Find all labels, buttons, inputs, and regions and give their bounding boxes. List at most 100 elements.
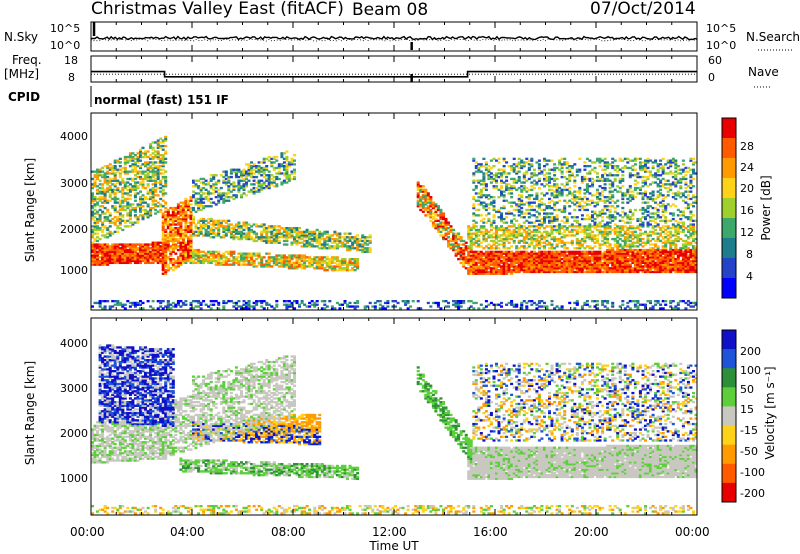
range-cell bbox=[189, 199, 193, 202]
range-cell bbox=[479, 250, 483, 254]
range-cell bbox=[580, 254, 584, 257]
range-cell bbox=[583, 168, 587, 171]
range-cell bbox=[477, 239, 481, 243]
range-cell bbox=[118, 208, 122, 212]
range-cell bbox=[495, 181, 499, 184]
range-cell bbox=[530, 185, 534, 188]
range-cell bbox=[507, 250, 511, 254]
range-cell bbox=[563, 270, 567, 274]
range-cell bbox=[517, 203, 521, 206]
range-cell bbox=[553, 201, 557, 204]
range-cell bbox=[449, 225, 453, 228]
range-cell bbox=[257, 261, 261, 265]
range-cell bbox=[98, 263, 102, 266]
range-cell bbox=[123, 192, 127, 195]
range-cell bbox=[290, 157, 294, 161]
range-cell bbox=[217, 250, 221, 254]
range-cell bbox=[136, 152, 140, 155]
range-cell bbox=[212, 185, 216, 188]
range-cell bbox=[507, 256, 511, 259]
range-cell bbox=[101, 263, 105, 266]
range-cell bbox=[106, 210, 110, 213]
range-cell bbox=[202, 258, 206, 261]
range-cell bbox=[575, 252, 579, 255]
range-cell bbox=[156, 168, 160, 171]
range-cell bbox=[116, 247, 120, 250]
range-cell bbox=[606, 270, 610, 274]
range-cell bbox=[560, 263, 564, 266]
range-cell bbox=[601, 261, 605, 265]
range-cell bbox=[512, 228, 516, 232]
range-cell bbox=[492, 157, 496, 161]
range-cell bbox=[146, 161, 150, 164]
range-cell bbox=[174, 232, 178, 235]
range-cell bbox=[537, 265, 541, 268]
range-cell bbox=[121, 303, 125, 306]
range-cell bbox=[580, 239, 584, 243]
range-cell bbox=[164, 258, 168, 261]
range-cell bbox=[343, 236, 347, 239]
range-cell bbox=[588, 225, 592, 228]
range-cell bbox=[229, 230, 233, 234]
range-cell bbox=[103, 181, 107, 184]
range-cell bbox=[257, 300, 261, 303]
range-cell bbox=[118, 247, 122, 250]
range-cell bbox=[121, 228, 125, 232]
range-cell bbox=[323, 247, 327, 250]
range-cell bbox=[593, 254, 597, 257]
range-cell bbox=[550, 177, 554, 181]
range-cell bbox=[591, 239, 595, 243]
range-cell bbox=[141, 256, 145, 259]
range-cell bbox=[303, 245, 307, 248]
range-cell bbox=[553, 228, 557, 232]
range-cell bbox=[131, 157, 135, 161]
range-cell bbox=[234, 236, 238, 239]
range-cell bbox=[285, 261, 289, 265]
range-cell bbox=[439, 223, 443, 226]
range-cell bbox=[184, 303, 188, 306]
range-cell bbox=[573, 181, 577, 184]
range-cell bbox=[500, 227, 504, 230]
range-cell bbox=[429, 216, 433, 219]
range-cell bbox=[96, 221, 100, 224]
range-cell bbox=[537, 168, 541, 171]
range-cell bbox=[159, 181, 163, 184]
range-cell bbox=[262, 175, 266, 179]
range-cell bbox=[126, 177, 130, 181]
range-cell bbox=[500, 172, 504, 175]
range-cell bbox=[164, 157, 168, 161]
range-cell bbox=[260, 301, 264, 305]
range-cell bbox=[580, 206, 584, 210]
range-cell bbox=[520, 239, 524, 243]
range-cell bbox=[260, 265, 264, 268]
range-cell bbox=[378, 307, 382, 310]
range-cell bbox=[255, 170, 259, 173]
range-cell bbox=[537, 247, 541, 250]
range-cell bbox=[118, 301, 122, 305]
range-cell bbox=[525, 161, 529, 164]
range-cell bbox=[262, 186, 266, 190]
range-cell bbox=[497, 228, 501, 232]
range-cell bbox=[343, 259, 347, 263]
range-cell bbox=[237, 179, 241, 182]
range-cell bbox=[593, 237, 597, 241]
range-cell bbox=[232, 197, 236, 201]
range-cell bbox=[474, 270, 478, 274]
range-cell bbox=[565, 183, 569, 186]
range-cell bbox=[282, 265, 286, 268]
range-cell bbox=[512, 170, 516, 173]
range-cell bbox=[320, 245, 324, 248]
range-cell bbox=[126, 192, 130, 195]
range-cell bbox=[325, 236, 329, 239]
range-cell bbox=[199, 219, 203, 223]
range-cell bbox=[164, 305, 168, 308]
range-cell bbox=[91, 248, 95, 252]
range-cell bbox=[482, 181, 486, 184]
range-cell bbox=[149, 250, 153, 254]
range-cell bbox=[568, 192, 572, 195]
range-cell bbox=[583, 254, 587, 257]
range-cell bbox=[320, 256, 324, 259]
range-cell bbox=[477, 261, 481, 265]
range-cell bbox=[272, 234, 276, 237]
range-cell bbox=[335, 258, 339, 261]
